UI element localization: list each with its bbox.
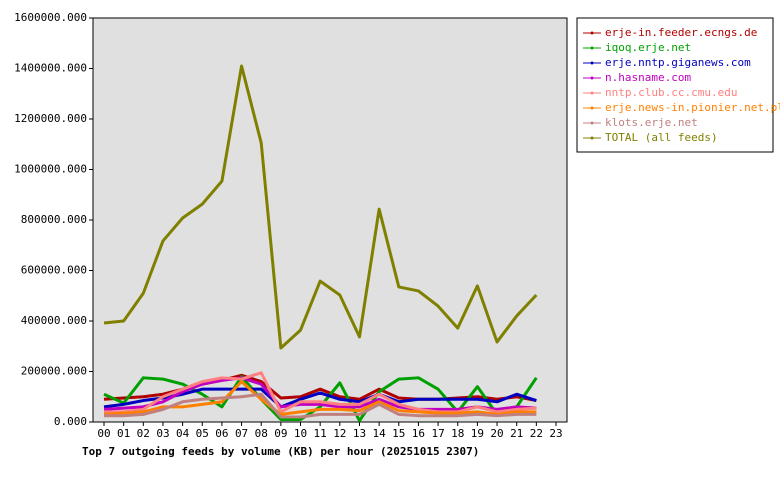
y-tick-label: 600000.000 (21, 264, 87, 277)
x-tick-label: 23 (549, 427, 562, 440)
x-tick-label: 06 (215, 427, 228, 440)
legend-label: n.hasname.com (605, 71, 691, 84)
series-line (104, 392, 537, 419)
x-tick-label: 11 (314, 427, 327, 440)
x-tick-label: 10 (294, 427, 307, 440)
legend-dot (590, 136, 594, 140)
series-line (103, 64, 538, 350)
x-tick-label: 09 (274, 427, 287, 440)
x-tick-label: 17 (431, 427, 444, 440)
x-tick-label: 03 (156, 427, 169, 440)
legend-label: klots.erje.net (605, 116, 698, 129)
legend-dot (590, 76, 594, 80)
x-tick-label: 14 (373, 427, 387, 440)
series-line (103, 375, 538, 423)
x-tick-label: 08 (255, 427, 268, 440)
y-tick-label: 1600000.000 (14, 11, 87, 24)
x-tick-label: 21 (510, 427, 523, 440)
y-tick-label: 1200000.000 (14, 112, 87, 125)
x-tick-label: 16 (412, 427, 425, 440)
legend-dot (590, 106, 594, 110)
plot-area (92, 17, 568, 423)
x-tick-label: 05 (196, 427, 209, 440)
series-line (103, 376, 537, 411)
y-tick-label: 800000.000 (21, 213, 87, 226)
x-tick-label: 13 (353, 427, 366, 440)
y-tick-label: 0.000 (54, 415, 87, 428)
legend-dot (590, 46, 594, 50)
x-tick-label: 20 (490, 427, 503, 440)
legend-box (576, 17, 774, 153)
series-line (104, 371, 537, 414)
x-tick-label: 22 (530, 427, 543, 440)
x-tick-label: 12 (333, 427, 346, 440)
legend-dot (590, 121, 594, 125)
legend-label: nntp.club.cc.cmu.edu (605, 86, 737, 99)
x-tick-label: 19 (471, 427, 484, 440)
x-tick-label: 01 (117, 427, 130, 440)
x-tick-label: 07 (235, 427, 248, 440)
x-tick-label: 04 (176, 427, 190, 440)
legend-dot (590, 91, 594, 95)
y-tick-label: 200000.000 (21, 365, 87, 378)
x-tick-label: 02 (137, 427, 150, 440)
legend-dot (590, 61, 594, 65)
legend-label: erje.nntp.giganews.com (605, 56, 751, 69)
x-tick-label: 00 (97, 427, 110, 440)
series-line (103, 380, 537, 416)
chart-title: Top 7 outgoing feeds by volume (KB) per … (82, 445, 479, 458)
x-tick-label: 15 (392, 427, 405, 440)
y-tick-label: 1400000.000 (14, 62, 87, 75)
legend-dot (590, 31, 594, 35)
x-tick-label: 18 (451, 427, 464, 440)
legend-label: erje-in.feeder.ecngs.de (605, 26, 757, 39)
legend-label: iqoq.erje.net (605, 41, 691, 54)
y-tick-label: 400000.000 (21, 314, 87, 327)
legend-label: erje.news-in.pionier.net.pl (605, 101, 780, 114)
y-tick-label: 1000000.000 (14, 163, 87, 176)
legend-label: TOTAL (all feeds) (605, 131, 718, 144)
